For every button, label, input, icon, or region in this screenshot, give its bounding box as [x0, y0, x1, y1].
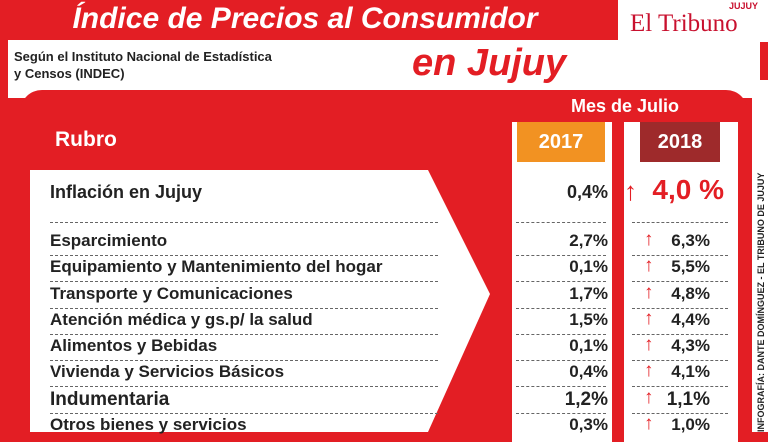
separator [50, 360, 438, 361]
up-arrow: ↑ [644, 360, 654, 381]
up-arrow: ↑ [644, 334, 654, 355]
row-label: Otros bienes y servicios [50, 415, 247, 434]
separator [516, 360, 606, 361]
up-arrow: ↑ [644, 308, 654, 329]
value-2018: 4,8% [671, 284, 710, 303]
separator [632, 281, 728, 282]
value-2018: 5,5% [671, 257, 710, 276]
separator [632, 413, 728, 414]
separator [632, 334, 728, 335]
separator [632, 360, 728, 361]
value-2018: 4,3% [671, 336, 710, 355]
separator [516, 386, 606, 387]
separator [50, 222, 438, 223]
separator [632, 222, 728, 223]
up-arrow: ↑ [624, 176, 637, 206]
row-label: Esparcimiento [50, 231, 168, 250]
year-header: 2018 [640, 122, 720, 162]
credit-strip: INFOGRAFÍA: DANTE DOMÍNGUEZ - EL TRIBUNO… [752, 80, 768, 432]
col-2017 [512, 122, 612, 442]
row-label: Inflación en Jujuy [50, 182, 203, 202]
separator [50, 386, 438, 387]
value-2017: 0,3% [569, 415, 608, 434]
rows-arrow [30, 170, 490, 432]
value-2017: 0,1% [569, 336, 608, 355]
column-group: Mes de Julio [570, 96, 680, 116]
separator [50, 413, 438, 414]
value-2018: 6,3% [671, 231, 710, 250]
page: {"header":{"title":"Índice de Precios al… [8, 0, 768, 442]
value-2017: 0,4% [566, 182, 608, 202]
separator [632, 255, 728, 256]
title: Índice de Precios al Consumidor [72, 2, 538, 35]
value-2018: 4,4% [671, 310, 710, 329]
up-arrow: ↑ [644, 282, 654, 303]
row-label: Vivienda y Servicios Básicos [50, 362, 285, 381]
separator [516, 308, 606, 309]
value-2017: 1,2% [564, 389, 608, 410]
source: Según el Instituto Nacional de Estadísti… [14, 49, 272, 81]
value-2017: 2,7% [569, 231, 608, 250]
value-2018: 4,1% [671, 362, 710, 381]
value-2017: 1,7% [569, 284, 608, 303]
separator [632, 386, 728, 387]
year-header: 2017 [517, 122, 605, 162]
up-arrow: ↑ [644, 229, 654, 250]
row-label: Atención médica y gs.p/ la salud [50, 310, 313, 329]
up-arrow: ↑ [644, 255, 654, 276]
column-header: Rubro [55, 128, 117, 151]
separator [516, 334, 606, 335]
value-2017: 0,4% [569, 362, 608, 381]
up-arrow: ↑ [644, 413, 654, 434]
separator [50, 334, 438, 335]
header-band [8, 40, 760, 98]
value-2017: 0,1% [569, 257, 608, 276]
col-2018 [624, 122, 738, 442]
value-2018: 4,0 % [652, 174, 724, 205]
logo: El Tribuno JUJUY [618, 0, 768, 42]
separator [516, 222, 606, 223]
logo-region: JUJUY [728, 1, 758, 11]
value-2017: 1,5% [569, 310, 608, 329]
separator [632, 308, 728, 309]
value-2018: 1,1% [666, 389, 710, 410]
logo-name: El Tribuno [630, 10, 738, 37]
separator [50, 281, 438, 282]
row-label: Alimentos y Bebidas [50, 336, 218, 355]
separator [50, 308, 438, 309]
value-2018: 1,0% [671, 415, 710, 434]
up-arrow: ↑ [644, 387, 654, 408]
row-label: Transporte y Comunicaciones [50, 284, 293, 303]
separator [516, 281, 606, 282]
subtitle: en Jujuy [412, 42, 567, 84]
separator [516, 413, 606, 414]
credit: INFOGRAFÍA: DANTE DOMÍNGUEZ - EL TRIBUNO… [756, 172, 766, 432]
separator [516, 255, 606, 256]
separator [50, 255, 438, 256]
row-label: Indumentaria [50, 389, 170, 410]
row-label: Equipamiento y Mantenimiento del hogar [50, 257, 383, 276]
